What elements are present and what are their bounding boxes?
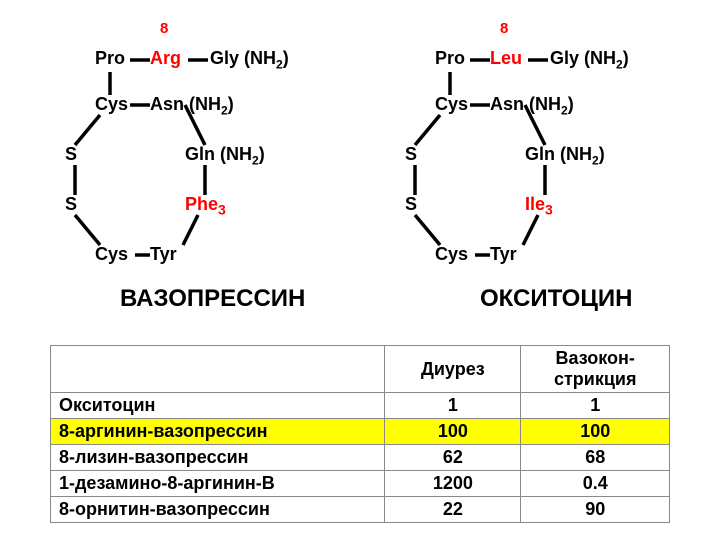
left-sup8: 8 xyxy=(160,20,168,37)
table-row: 8-лизин-вазопрессин6268 xyxy=(51,445,670,471)
right-gln: Gln (NH2) xyxy=(525,144,605,168)
left-asn: Asn (NH2) xyxy=(150,94,234,118)
right-cys-top: Cys xyxy=(435,94,468,115)
right-s-top: S xyxy=(405,144,417,165)
table-row: Окситоцин11 xyxy=(51,393,670,419)
right-pro: Pro xyxy=(435,48,465,69)
right-title: ОКСИТОЦИН xyxy=(480,285,632,313)
left-s-bot: S xyxy=(65,194,77,215)
right-leu: Leu xyxy=(490,48,522,69)
left-arg: Arg xyxy=(150,48,181,69)
right-tyr: Tyr xyxy=(490,244,517,265)
right-ile: Ile3 xyxy=(525,194,553,218)
left-title: ВАЗОПРЕССИН xyxy=(120,285,305,313)
left-tyr: Tyr xyxy=(150,244,177,265)
left-gln: Gln (NH2) xyxy=(185,144,265,168)
table-row: 8-орнитин-вазопрессин2290 xyxy=(51,497,670,523)
th-blank xyxy=(51,346,385,393)
left-cys-bot: Cys xyxy=(95,244,128,265)
right-cys-bot: Cys xyxy=(435,244,468,265)
left-cys-top: Cys xyxy=(95,94,128,115)
th-diuresis: Диурез xyxy=(385,346,521,393)
right-s-bot: S xyxy=(405,194,417,215)
comparison-table: Диурез Вазокон- стрикция Окситоцин118-ар… xyxy=(50,345,670,523)
th-vasoconstr: Вазокон- стрикция xyxy=(521,346,670,393)
table-row: 8-аргинин-вазопрессин100100 xyxy=(51,419,670,445)
right-gly: Gly (NH2) xyxy=(550,48,629,72)
left-phe: Phe3 xyxy=(185,194,226,218)
right-sup8: 8 xyxy=(500,20,508,37)
left-s-top: S xyxy=(65,144,77,165)
right-asn: Asn (NH2) xyxy=(490,94,574,118)
left-pro: Pro xyxy=(95,48,125,69)
left-gly: Gly (NH2) xyxy=(210,48,289,72)
table-row: 1-дезамино-8-аргинин-В12000.4 xyxy=(51,471,670,497)
